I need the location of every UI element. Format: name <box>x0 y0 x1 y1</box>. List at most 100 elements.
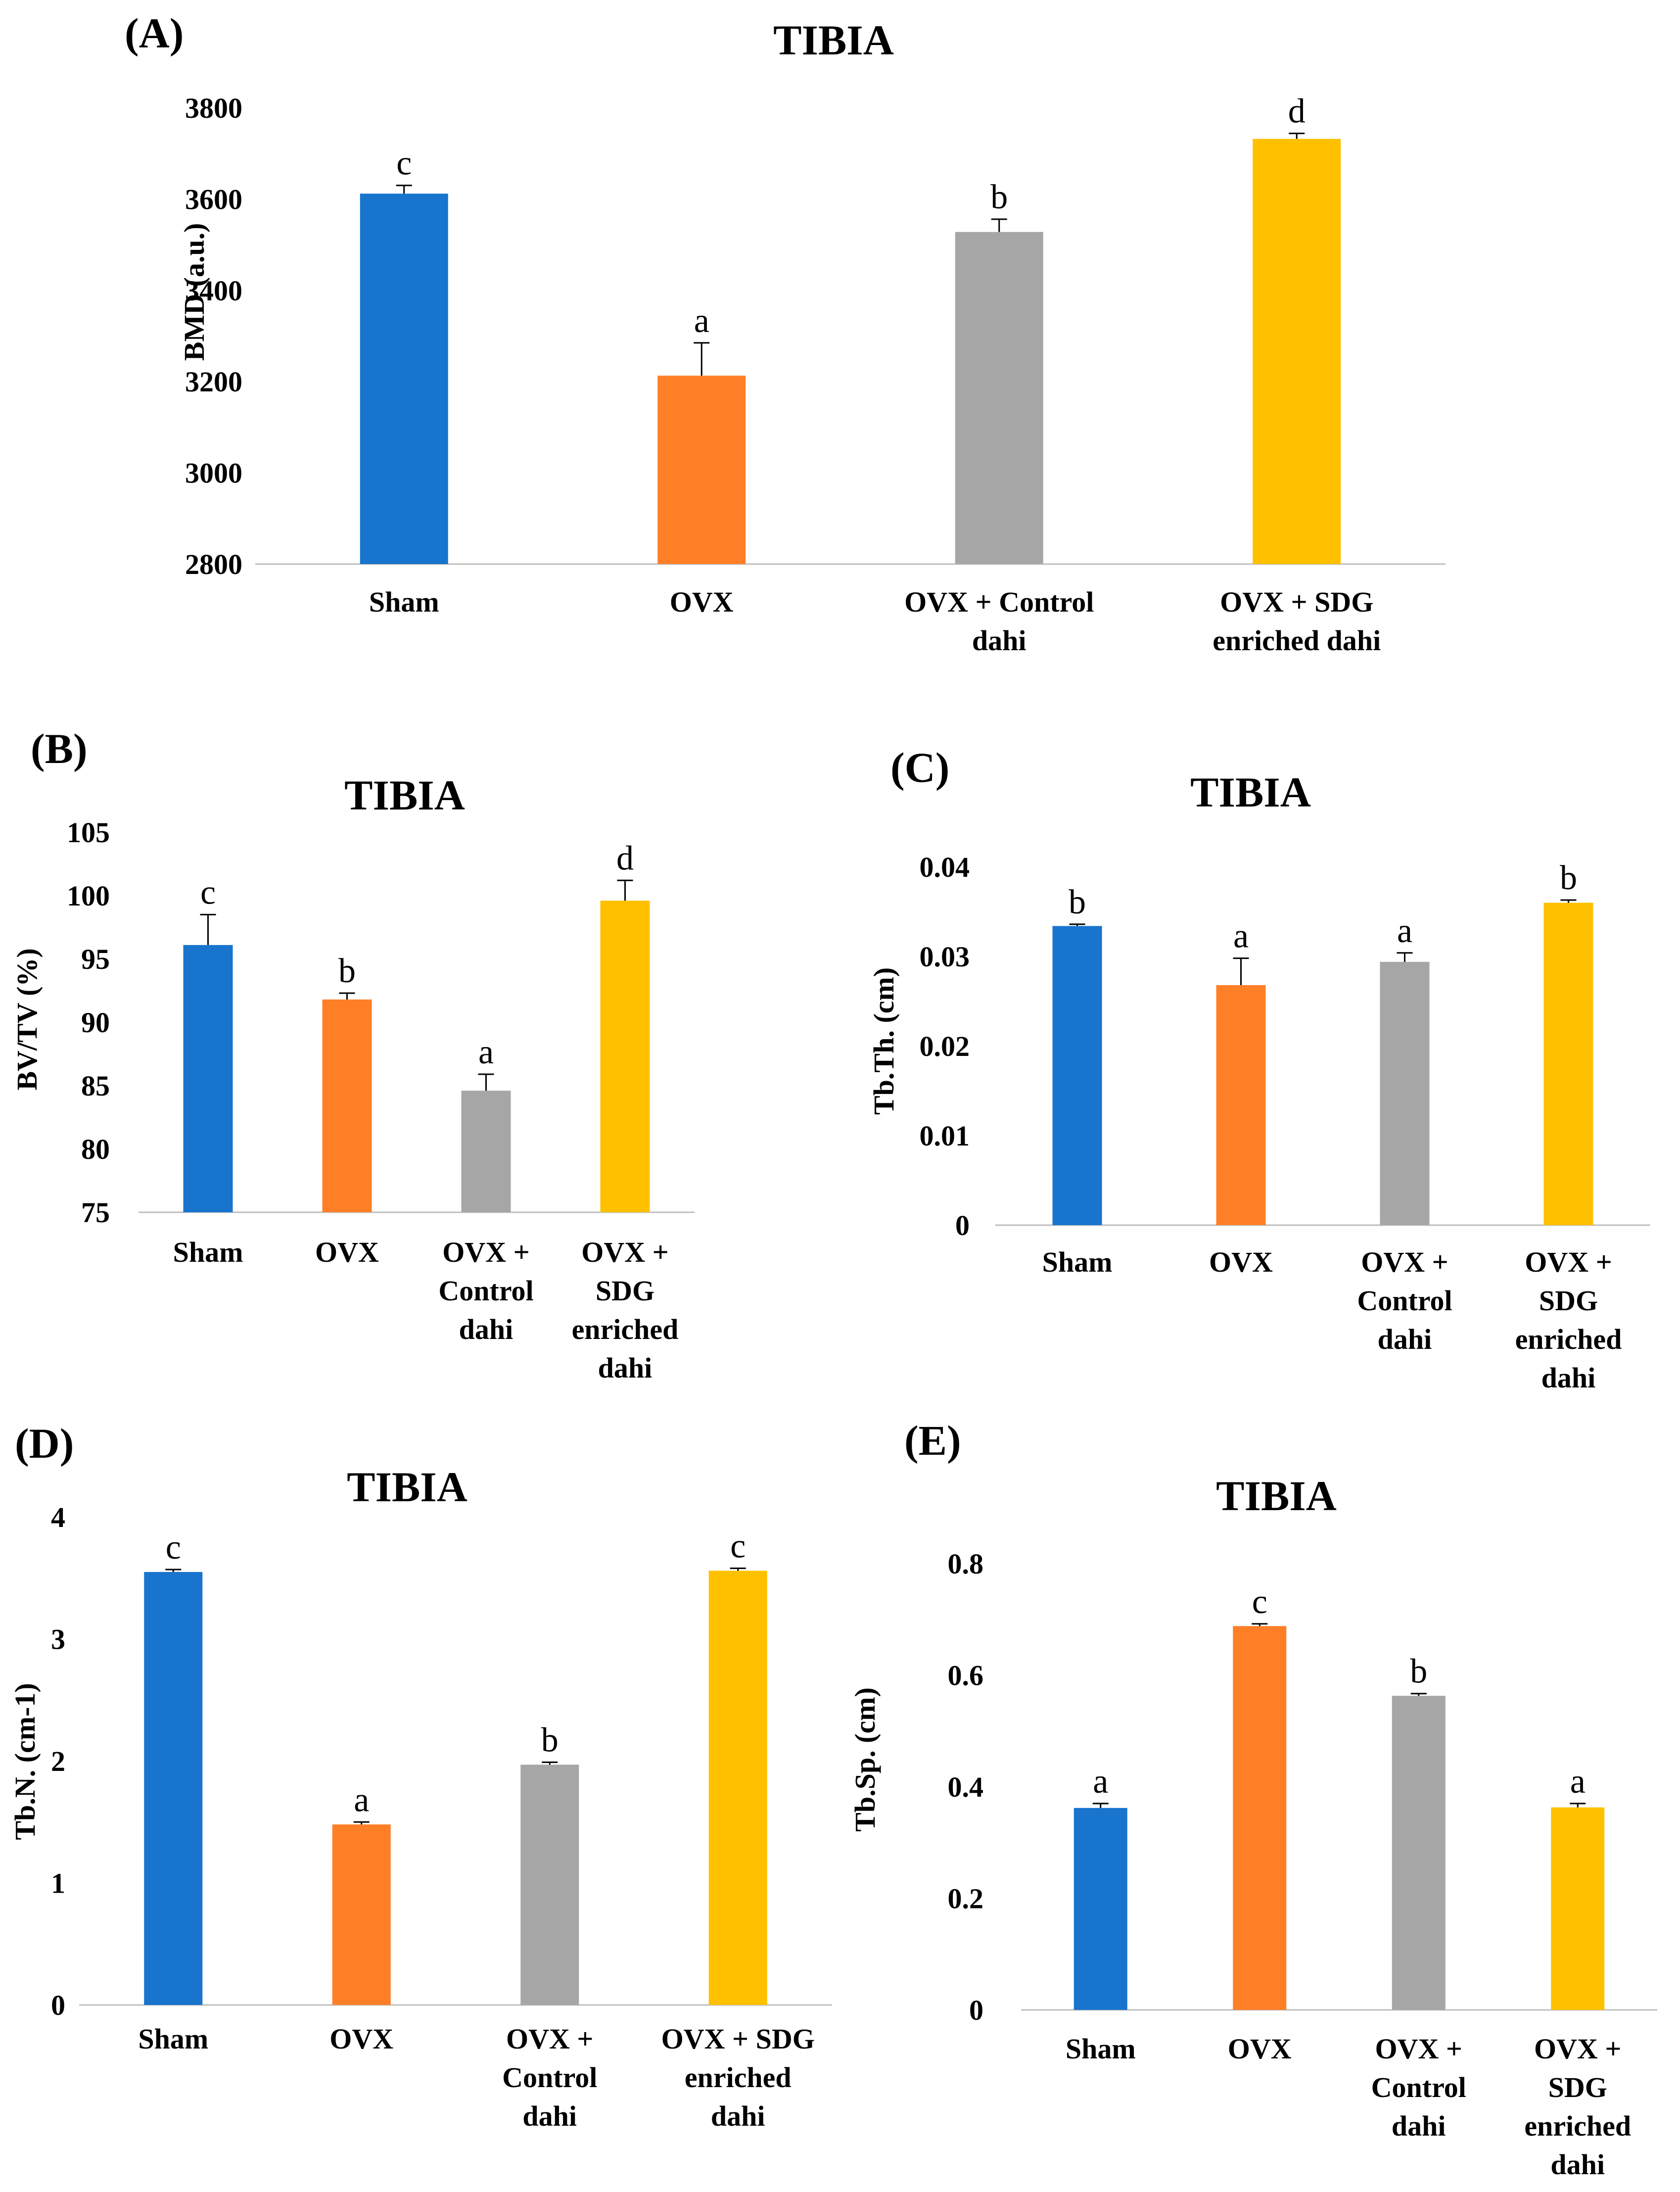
significance-label: b <box>338 952 356 990</box>
category-label-line: OVX + <box>506 2023 593 2055</box>
y-tick-label: 3600 <box>185 183 242 215</box>
category-label-line: dahi <box>1550 2148 1605 2181</box>
significance-label: b <box>1560 859 1577 897</box>
significance-label: c <box>200 873 216 911</box>
category-label-line: Sham <box>369 586 439 618</box>
category-label-line: dahi <box>1378 1323 1432 1355</box>
chart-title: TIBIA <box>1216 1472 1337 1520</box>
bar <box>1253 139 1341 564</box>
category-label: OVX + SDG enriched dahi <box>1524 2033 1631 2181</box>
y-tick-label: 0.4 <box>948 1771 984 1803</box>
significance-label: a <box>694 302 709 340</box>
y-tick-label: 0 <box>51 1989 65 2021</box>
y-tick-label: 0.2 <box>948 1883 984 1915</box>
significance-label: a <box>1570 1763 1586 1801</box>
panel-letter: (B) <box>31 725 88 772</box>
y-tick-label: 90 <box>81 1006 110 1039</box>
bar <box>144 1572 203 2005</box>
significance-label: d <box>616 839 634 877</box>
bar <box>1073 1808 1127 2010</box>
category-label-line: dahi <box>711 2100 765 2132</box>
y-tick-label: 0 <box>955 1209 970 1241</box>
category-label-line: Sham <box>138 2023 208 2055</box>
significance-label: c <box>396 144 412 183</box>
category-label: Sham <box>369 586 439 618</box>
y-axis-label: Tb.N. (cm-1) <box>9 1683 41 1840</box>
category-label: OVX + SDG enriched dahi <box>1213 586 1381 657</box>
chart-title: TIBIA <box>347 1463 467 1511</box>
y-tick-label: 2800 <box>185 548 242 580</box>
category-label-line: dahi <box>1541 1362 1596 1394</box>
category-label-line: SDG <box>1539 1285 1598 1317</box>
chart-title: TIBIA <box>344 771 465 819</box>
category-label: OVX <box>1209 1246 1273 1278</box>
y-tick-label: 3800 <box>185 92 242 124</box>
category-label-line: OVX + <box>1534 2033 1621 2065</box>
category-label-line: OVX + <box>1525 1246 1612 1278</box>
panel-d: (D) TIBIA Tb.N. (cm-1) 0 1 2 3 4 c Sham a OVX b OV… <box>9 1420 832 2132</box>
y-tick-label: 3 <box>51 1623 65 1656</box>
category-label-line: OVX + <box>581 1236 668 1268</box>
y-tick-label: 85 <box>81 1070 110 1102</box>
y-axis-label: Tb.Sp. (cm) <box>849 1687 881 1832</box>
panel-letter: (A) <box>125 9 184 57</box>
category-label: OVX <box>670 586 734 618</box>
panel-b: (B) TIBIA BV/TV (%) 75 80 85 90 95 100 105 c Sha… <box>11 725 695 1384</box>
bar <box>332 1824 391 2005</box>
y-tick-label: 0.6 <box>948 1660 984 1692</box>
category-label-line: enriched <box>1524 2110 1631 2142</box>
panel-e: (E) TIBIA Tb.Sp. (cm) 0 0.2 0.4 0.6 0.8 a Sham… <box>849 1417 1657 2181</box>
bar <box>183 945 233 1212</box>
y-tick-label: 0 <box>969 1994 983 2026</box>
bar <box>520 1764 579 2005</box>
significance-label: b <box>1410 1653 1427 1691</box>
category-label-line: OVX + SDG <box>1220 586 1373 618</box>
bar <box>322 999 372 1212</box>
category-label: OVX <box>315 1236 379 1268</box>
category-label-line: OVX <box>670 586 734 618</box>
bar <box>1392 1696 1446 2010</box>
y-tick-label: 0.04 <box>920 851 970 883</box>
significance-label: c <box>730 1527 746 1566</box>
panel-letter: (E) <box>904 1417 961 1464</box>
category-label-line: dahi <box>1392 2110 1446 2142</box>
category-label: Sham <box>1066 2033 1136 2065</box>
y-tick-label: 3400 <box>185 275 242 307</box>
category-label-line: OVX + <box>442 1236 529 1268</box>
significance-label: a <box>1093 1763 1108 1801</box>
bar <box>708 1571 767 2005</box>
category-label-line: OVX <box>315 1236 379 1268</box>
category-label-line: OVX + <box>1361 1246 1448 1278</box>
significance-label: a <box>354 1781 369 1819</box>
category-label-line: OVX + SDG <box>661 2023 815 2055</box>
category-label: Sham <box>1042 1246 1113 1278</box>
y-axis-label: Tb.Th. (cm) <box>868 967 900 1115</box>
significance-label: c <box>1252 1583 1267 1621</box>
category-label-line: Control <box>1357 1285 1452 1317</box>
category-label-line: OVX <box>1228 2033 1292 2065</box>
y-tick-label: 100 <box>67 880 110 912</box>
category-label: OVX + SDG enriched dahi <box>661 2023 815 2132</box>
category-label-line: Sham <box>1042 1246 1113 1278</box>
category-label: OVX + Control dahi <box>904 586 1094 657</box>
bar <box>1052 926 1102 1225</box>
category-label-line: OVX <box>1209 1246 1273 1278</box>
category-label-line: Control <box>438 1275 533 1307</box>
category-label: OVX + SDG enriched dahi <box>1515 1246 1622 1394</box>
category-label: Sham <box>173 1236 243 1268</box>
significance-label: b <box>990 178 1008 216</box>
category-label: OVX + Control dahi <box>502 2023 597 2132</box>
category-label-line: Control <box>502 2061 597 2094</box>
bar <box>461 1091 511 1212</box>
y-tick-label: 3200 <box>185 366 242 398</box>
category-label-line: OVX <box>329 2023 393 2055</box>
y-tick-label: 1 <box>51 1867 65 1900</box>
category-label: Sham <box>138 2023 208 2055</box>
bar <box>360 193 448 564</box>
panel-c: (C) TIBIA Tb.Th. (cm) 0 0.01 0.02 0.03 0.04 b… <box>868 744 1650 1394</box>
y-tick-label: 0.01 <box>920 1120 970 1152</box>
y-tick-label: 2 <box>51 1745 65 1777</box>
chart-title: TIBIA <box>773 16 894 64</box>
category-label: OVX <box>329 2023 393 2055</box>
